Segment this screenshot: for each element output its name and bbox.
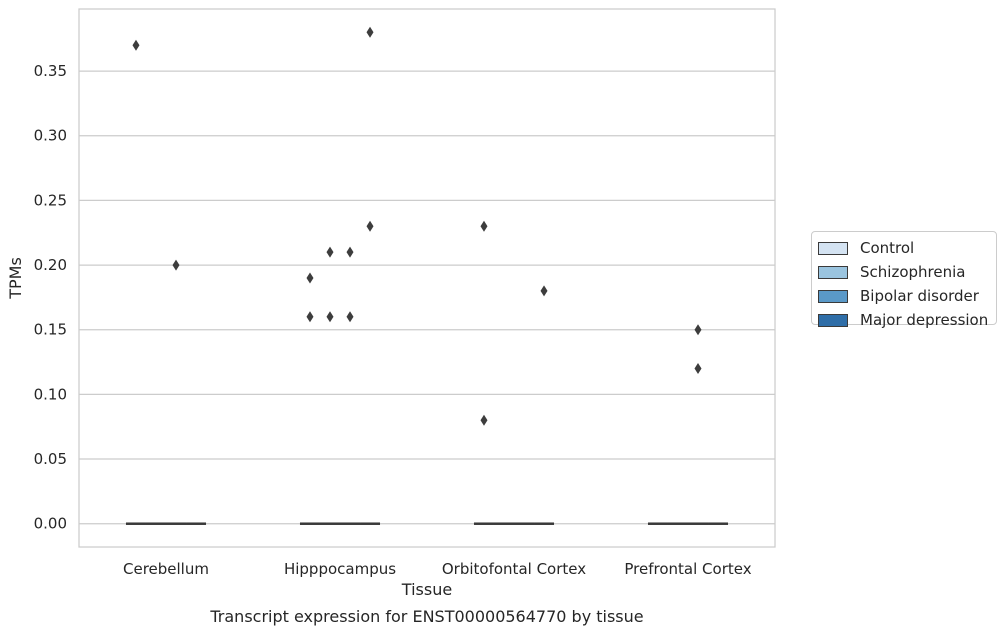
legend-swatch	[818, 265, 848, 279]
x-tick-label: Orbitofontal Cortex	[442, 560, 586, 578]
outlier-point	[694, 363, 702, 375]
y-tick-label: 0.25	[34, 191, 67, 209]
legend-swatch	[818, 289, 848, 303]
outlier-point	[306, 272, 314, 284]
outlier-point	[366, 26, 374, 38]
y-tick-labels: 0.00 0.05 0.10 0.15 0.20 0.25 0.30 0.35	[34, 62, 67, 533]
outlier-point	[346, 311, 354, 323]
legend-item: Schizophrenia	[818, 260, 996, 284]
box-layer	[125, 522, 729, 525]
outlier-point	[132, 39, 140, 51]
outlier-point	[540, 285, 548, 297]
outlier-layer	[132, 26, 702, 426]
outlier-point	[480, 220, 488, 232]
y-tick-label: 0.20	[34, 256, 67, 274]
legend-label: Control	[860, 239, 915, 257]
legend-label: Major depression	[860, 311, 989, 329]
grid-lines	[79, 70, 775, 525]
legend-item: Major depression	[818, 308, 996, 332]
legend-swatch	[818, 241, 848, 255]
y-tick-label: 0.15	[34, 321, 67, 339]
legend-item: Bipolar disorder	[818, 284, 996, 308]
y-tick-label: 0.30	[34, 127, 67, 145]
y-tick-label: 0.05	[34, 450, 67, 468]
outlier-point	[306, 311, 314, 323]
chart-title: Transcript expression for ENST0000056477…	[209, 607, 643, 626]
outlier-point	[366, 220, 374, 232]
legend-label: Schizophrenia	[860, 263, 966, 281]
x-tick-label: Cerebellum	[123, 560, 209, 578]
y-tick-label: 0.10	[34, 385, 67, 403]
outlier-point	[172, 259, 180, 271]
legend: Control Schizophrenia Bipolar disorder Majo…	[811, 231, 997, 329]
x-tick-labels: Cerebellum Hipppocampus Orbitofontal Corte…	[123, 560, 752, 578]
y-axis-label: TPMs	[6, 257, 25, 300]
legend-swatch	[818, 313, 848, 327]
y-tick-label: 0.35	[34, 62, 67, 80]
plot-frame	[78, 8, 776, 548]
outlier-point	[326, 311, 334, 323]
legend-label: Bipolar disorder	[860, 287, 979, 305]
outlier-point	[326, 246, 334, 258]
x-tick-label: Prefrontal Cortex	[624, 560, 751, 578]
x-axis-label: Tissue	[401, 580, 452, 599]
legend-item: Control	[818, 236, 996, 260]
y-tick-label: 0.00	[34, 515, 67, 533]
outlier-point	[480, 414, 488, 426]
outlier-point	[694, 324, 702, 336]
outlier-point	[346, 246, 354, 258]
x-tick-label: Hipppocampus	[284, 560, 396, 578]
